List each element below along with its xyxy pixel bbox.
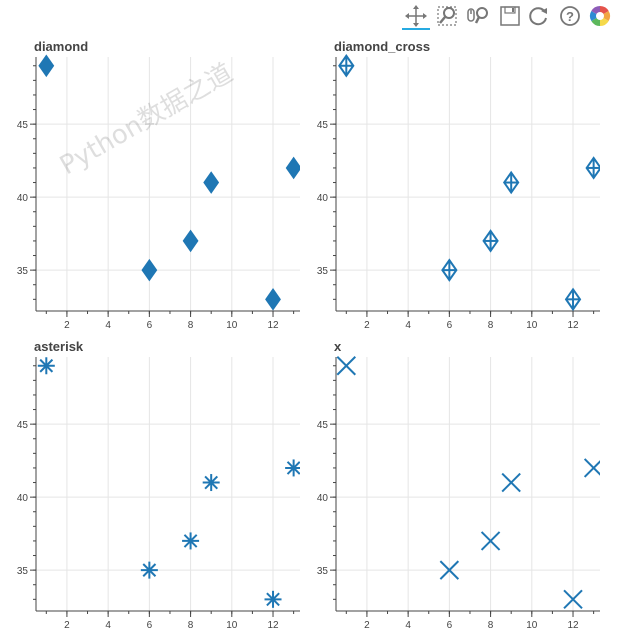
x-tick-label: 12 [567,620,579,631]
data-point-asterisk [264,590,282,608]
data-point-diamond_cross [564,287,582,312]
reset-icon [529,7,547,26]
plot-panel-diamond[interactable]: diamond 2 4 6 8 10 12 35 40 45 [0,36,300,336]
data-point-diamond [203,171,220,194]
x-tick-label: 10 [226,320,238,331]
y-tick-label: 40 [17,193,29,204]
chart-title: diamond [34,39,88,54]
x-tick-label: 6 [147,620,153,631]
x-tick-label: 10 [526,320,538,331]
plot-panel-asterisk[interactable]: asterisk 2 4 6 8 10 12 35 40 45 [0,336,300,636]
save-tool[interactable] [496,2,524,30]
data-point-diamond [182,229,199,253]
y-tick-label: 45 [317,420,329,431]
x-tick-label: 12 [567,320,579,331]
data-point-asterisk [182,532,200,550]
x-tick-label: 2 [364,620,370,631]
box-zoom-icon [437,6,457,26]
bokeh-logo[interactable] [586,2,614,30]
data-point-x [336,356,357,376]
data-point-asterisk [37,357,55,375]
chart-svg: x 2 4 6 8 10 12 35 40 45 [317,339,600,631]
x-tick-label: 4 [405,620,411,631]
x-tick-label: 4 [405,320,411,331]
data-point-diamond_cross [482,229,499,253]
x-tick-label: 10 [226,620,238,631]
x-tick-label: 2 [64,320,70,331]
x-tick-label: 10 [526,620,538,631]
y-tick-label: 40 [317,493,329,504]
x-tick-label: 6 [447,620,453,631]
save-icon [500,6,520,26]
data-point-diamond_cross [502,170,520,195]
help-tool[interactable]: ? [556,2,584,30]
data-point-diamond_cross [338,54,355,78]
data-point-diamond [38,54,55,78]
grid-lines [36,357,300,611]
chart-title: asterisk [34,339,84,354]
x-tick-label: 2 [364,320,370,331]
x-tick-label: 4 [105,320,111,331]
wheel-zoom-icon [467,7,488,24]
grid-lines [336,357,600,611]
y-tick-label: 35 [317,266,329,277]
chart-svg: diamond_cross 2 4 6 8 10 12 35 40 45 [317,39,600,331]
chart-title: diamond_cross [334,39,430,54]
pan-tool[interactable] [402,2,430,30]
reset-tool[interactable] [524,2,552,30]
x-tick-label: 12 [267,320,279,331]
x-tick-label: 8 [488,320,494,331]
x-tick-label: 8 [188,620,194,631]
data-point-diamond [265,288,281,311]
y-tick-label: 40 [17,493,29,504]
x-tick-label: 12 [267,620,279,631]
plot-panel-diamond-cross[interactable]: diamond_cross 2 4 6 8 10 12 35 40 45 [300,36,600,336]
y-tick-label: 45 [17,120,29,131]
plot-toolbar: ? [0,0,622,34]
wheel-zoom-tool[interactable] [464,2,492,30]
data-point-x [480,531,501,551]
y-tick-label: 35 [17,566,29,577]
y-tick-label: 35 [17,266,29,277]
svg-text:?: ? [566,9,574,24]
y-tick-label: 35 [317,566,329,577]
data-point-diamond [285,156,300,180]
x-tick-label: 4 [105,620,111,631]
y-tick-label: 40 [317,193,329,204]
bokeh-logo-icon [589,5,611,27]
help-icon: ? [560,6,580,26]
x-tick-label: 2 [64,620,70,631]
data-point-diamond_cross [441,258,458,282]
data-point-x [501,472,521,493]
x-tick-label: 8 [488,620,494,631]
data-point-asterisk [285,459,300,477]
y-tick-label: 45 [17,420,29,431]
data-point-x [583,458,600,478]
chart-svg: diamond 2 4 6 8 10 12 35 40 45 [17,39,300,331]
data-point-x [439,560,460,580]
box-zoom-tool[interactable] [434,2,462,30]
x-tick-label: 8 [188,320,194,331]
grid-lines [336,57,600,311]
y-tick-label: 45 [317,120,329,131]
data-point-diamond_cross [585,156,600,180]
data-point-x [563,589,583,610]
chart-svg: asterisk 2 4 6 8 10 12 35 40 45 [17,339,300,631]
plot-panel-x[interactable]: x 2 4 6 8 10 12 35 40 45 [300,336,600,636]
grid-lines [36,57,300,311]
data-point-asterisk [140,561,158,579]
move-arrows-icon [405,5,427,27]
data-point-diamond [141,258,158,282]
chart-title: x [334,339,342,354]
x-tick-label: 6 [447,320,453,331]
data-point-asterisk [202,474,220,492]
x-tick-label: 6 [147,320,153,331]
